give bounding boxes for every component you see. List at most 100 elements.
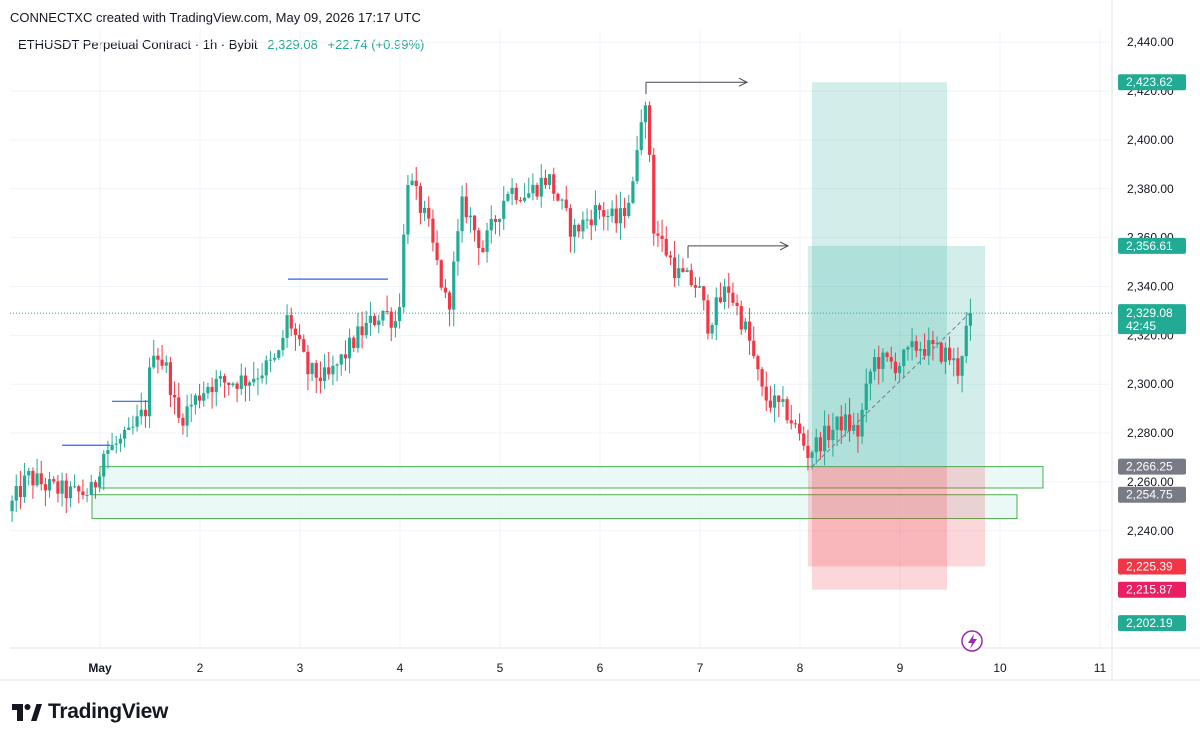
- candle: [472, 215, 477, 242]
- candle-body: [777, 395, 781, 402]
- candle: [952, 348, 956, 377]
- candle: [39, 460, 43, 491]
- candle-body: [185, 406, 189, 426]
- demand-zones: [91, 466, 1044, 520]
- price-tag-label: 2,254.75: [1126, 488, 1173, 502]
- candle: [206, 382, 210, 399]
- candle: [156, 347, 160, 374]
- candle: [452, 251, 456, 327]
- candle: [506, 191, 510, 203]
- price-tag-label: 2,202.19: [1126, 616, 1173, 630]
- candle: [960, 355, 964, 393]
- candle: [93, 479, 98, 499]
- candle-body: [731, 292, 735, 303]
- candle-body: [139, 409, 143, 417]
- candle: [827, 414, 831, 449]
- candle: [793, 419, 798, 429]
- candle-body: [268, 359, 273, 361]
- candle: [777, 395, 781, 418]
- candle-body: [147, 367, 152, 417]
- candle: [689, 263, 693, 287]
- x-tick-label: 11: [1094, 661, 1107, 675]
- candle: [327, 351, 331, 380]
- candle-body: [156, 355, 160, 360]
- bar-countdown-label: 42:45: [1126, 319, 1156, 333]
- candle: [22, 462, 27, 503]
- candle: [193, 393, 198, 415]
- x-tick-label: 4: [397, 661, 404, 675]
- price-tag-label: 2,215.87: [1126, 583, 1173, 597]
- candle: [97, 471, 102, 493]
- lightning-icon[interactable]: [961, 630, 983, 652]
- candle-body: [177, 397, 181, 418]
- candle: [318, 361, 323, 394]
- candle-body: [672, 257, 677, 279]
- candle-body: [277, 350, 281, 358]
- candle-body: [927, 340, 931, 356]
- candle: [252, 361, 256, 387]
- candle: [231, 381, 235, 388]
- candle-body: [72, 486, 77, 488]
- price-tag-label: 2,266.25: [1126, 460, 1173, 474]
- candle: [172, 381, 177, 415]
- tradingview-logo-icon: [12, 704, 42, 721]
- candle-body: [935, 342, 939, 345]
- candle: [372, 313, 377, 327]
- candle-body: [506, 193, 510, 201]
- candles: [10, 101, 973, 523]
- y-tick-label: 2,240.00: [1127, 524, 1174, 538]
- candle-body: [331, 365, 335, 375]
- candle: [389, 307, 393, 342]
- candle-body: [577, 224, 581, 232]
- candle: [460, 185, 464, 243]
- candle: [497, 218, 502, 237]
- tradingview-brand[interactable]: TradingView: [12, 700, 168, 724]
- candle: [652, 148, 656, 246]
- candle: [685, 267, 689, 273]
- candle-body: [197, 395, 202, 401]
- candle-body: [660, 235, 664, 239]
- candle-body: [64, 480, 68, 499]
- candle-body: [881, 352, 885, 369]
- candle-body: [247, 382, 252, 386]
- candle: [885, 351, 889, 362]
- candle: [293, 323, 298, 351]
- candle: [656, 220, 660, 248]
- candle: [527, 177, 531, 199]
- swing-high-lines: [62, 278, 388, 446]
- candle: [18, 470, 23, 510]
- candle: [622, 197, 627, 229]
- candle: [297, 324, 302, 346]
- candle: [131, 415, 135, 435]
- candle-body: [797, 423, 802, 434]
- price-tag-bg: [1118, 74, 1186, 91]
- y-tick-label: 2,440.00: [1127, 35, 1174, 49]
- candle-body: [522, 197, 527, 201]
- candle: [477, 227, 481, 266]
- candle-body: [422, 207, 427, 213]
- candle: [910, 328, 914, 361]
- candle-body: [814, 437, 818, 453]
- candle-body: [335, 364, 339, 366]
- candle: [197, 383, 202, 409]
- candle-body: [668, 255, 673, 258]
- candle: [568, 204, 573, 253]
- candle-body: [206, 386, 210, 394]
- candle: [647, 101, 652, 163]
- candle-body: [893, 361, 898, 374]
- candle-body: [143, 409, 148, 417]
- candle-body: [39, 473, 43, 485]
- candle: [81, 479, 85, 500]
- candle-body: [931, 340, 935, 345]
- candle: [102, 450, 106, 491]
- candle: [606, 209, 610, 231]
- current-price: 2,329.08: [267, 37, 318, 52]
- candle: [843, 403, 848, 437]
- candle: [47, 471, 52, 498]
- candle: [331, 355, 335, 386]
- candle-body: [639, 122, 643, 151]
- candle-body: [68, 486, 73, 499]
- y-tick-label: 2,280.00: [1127, 426, 1174, 440]
